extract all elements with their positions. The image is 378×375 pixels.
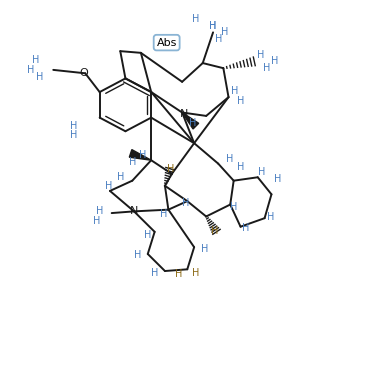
Text: N: N: [180, 108, 188, 118]
Text: H: H: [139, 150, 146, 160]
Text: O: O: [80, 68, 88, 78]
Text: H: H: [192, 268, 200, 278]
Text: H: H: [160, 209, 167, 219]
Text: H: H: [237, 96, 244, 106]
Text: H: H: [209, 21, 217, 31]
Text: H: H: [182, 198, 189, 208]
Text: H: H: [209, 21, 216, 31]
Text: H: H: [70, 121, 77, 131]
Text: H: H: [267, 213, 274, 222]
Text: Abs: Abs: [156, 38, 177, 48]
Text: H: H: [192, 14, 200, 24]
Text: H: H: [189, 118, 196, 128]
Text: H: H: [36, 72, 43, 82]
Text: H: H: [258, 167, 265, 177]
Text: H: H: [215, 34, 222, 44]
Text: H: H: [226, 153, 233, 164]
Polygon shape: [182, 112, 199, 129]
Text: H: H: [116, 172, 124, 182]
Text: H: H: [257, 50, 265, 60]
Text: H: H: [26, 65, 34, 75]
Text: H: H: [151, 268, 158, 278]
Text: H: H: [129, 157, 136, 167]
Text: H: H: [274, 174, 281, 184]
Polygon shape: [129, 150, 151, 160]
Text: H: H: [231, 86, 238, 96]
Text: H: H: [263, 63, 270, 73]
Text: H: H: [222, 27, 229, 38]
Text: H: H: [167, 164, 175, 174]
Text: H: H: [230, 202, 237, 212]
Text: H: H: [242, 224, 249, 233]
Text: H: H: [271, 56, 279, 66]
Text: H: H: [201, 244, 208, 254]
Text: H: H: [237, 162, 244, 172]
Text: H: H: [93, 216, 100, 226]
Text: H: H: [144, 230, 152, 240]
Text: H: H: [70, 130, 77, 140]
Text: H: H: [105, 181, 112, 191]
Text: H: H: [33, 55, 40, 64]
Text: N: N: [130, 206, 138, 216]
Text: H: H: [175, 269, 182, 279]
Text: H: H: [211, 226, 218, 236]
Text: H: H: [96, 206, 103, 216]
Text: H: H: [134, 250, 141, 260]
